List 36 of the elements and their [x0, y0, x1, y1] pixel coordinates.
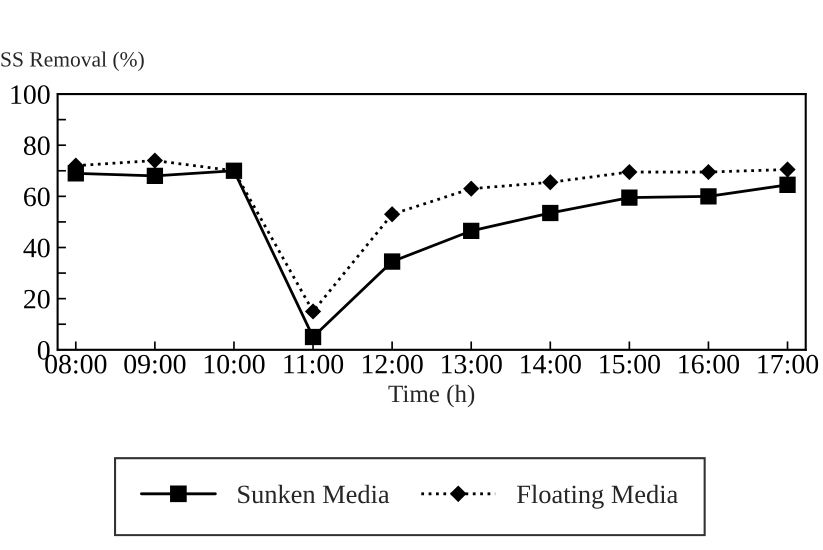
x-tick-label: 13:00 [442, 354, 502, 374]
point [304, 328, 322, 346]
point [621, 164, 638, 180]
y-tick-label: 80 [24, 136, 50, 156]
y-tick-label: 100 [11, 85, 50, 104]
point [780, 162, 796, 178]
x-tick-label: 16:00 [679, 354, 740, 374]
point [463, 222, 480, 240]
y-axis-title: SS Removal (%) [1, 52, 144, 72]
legend-label: Floating Media [517, 484, 678, 509]
point [700, 188, 717, 205]
x-tick-label: 11:00 [284, 354, 344, 374]
point [542, 204, 558, 222]
point [384, 253, 400, 270]
y-tick-label: 60 [24, 188, 50, 206]
point [146, 168, 164, 184]
legend-label: Sunken Media [238, 484, 390, 504]
y-tick-label: 20 [24, 290, 50, 309]
x-tick-label: 09:00 [124, 354, 186, 374]
x-axis-title: Time (h) [388, 384, 474, 408]
point [542, 174, 558, 190]
point [68, 165, 84, 182]
point [463, 180, 480, 197]
point [621, 189, 638, 206]
x-tick-label: 17:00 [758, 354, 818, 374]
point [146, 152, 163, 168]
point [226, 162, 242, 179]
point [700, 164, 716, 180]
point [779, 176, 796, 193]
point [384, 206, 400, 222]
x-tick-label: 10:00 [204, 354, 265, 374]
x-tick-label: 15:00 [600, 354, 660, 374]
y-tick-label: 40 [23, 238, 50, 258]
x-tick-label: 14:00 [521, 354, 581, 374]
point [305, 304, 321, 320]
x-tick-label: 12:00 [362, 354, 423, 374]
